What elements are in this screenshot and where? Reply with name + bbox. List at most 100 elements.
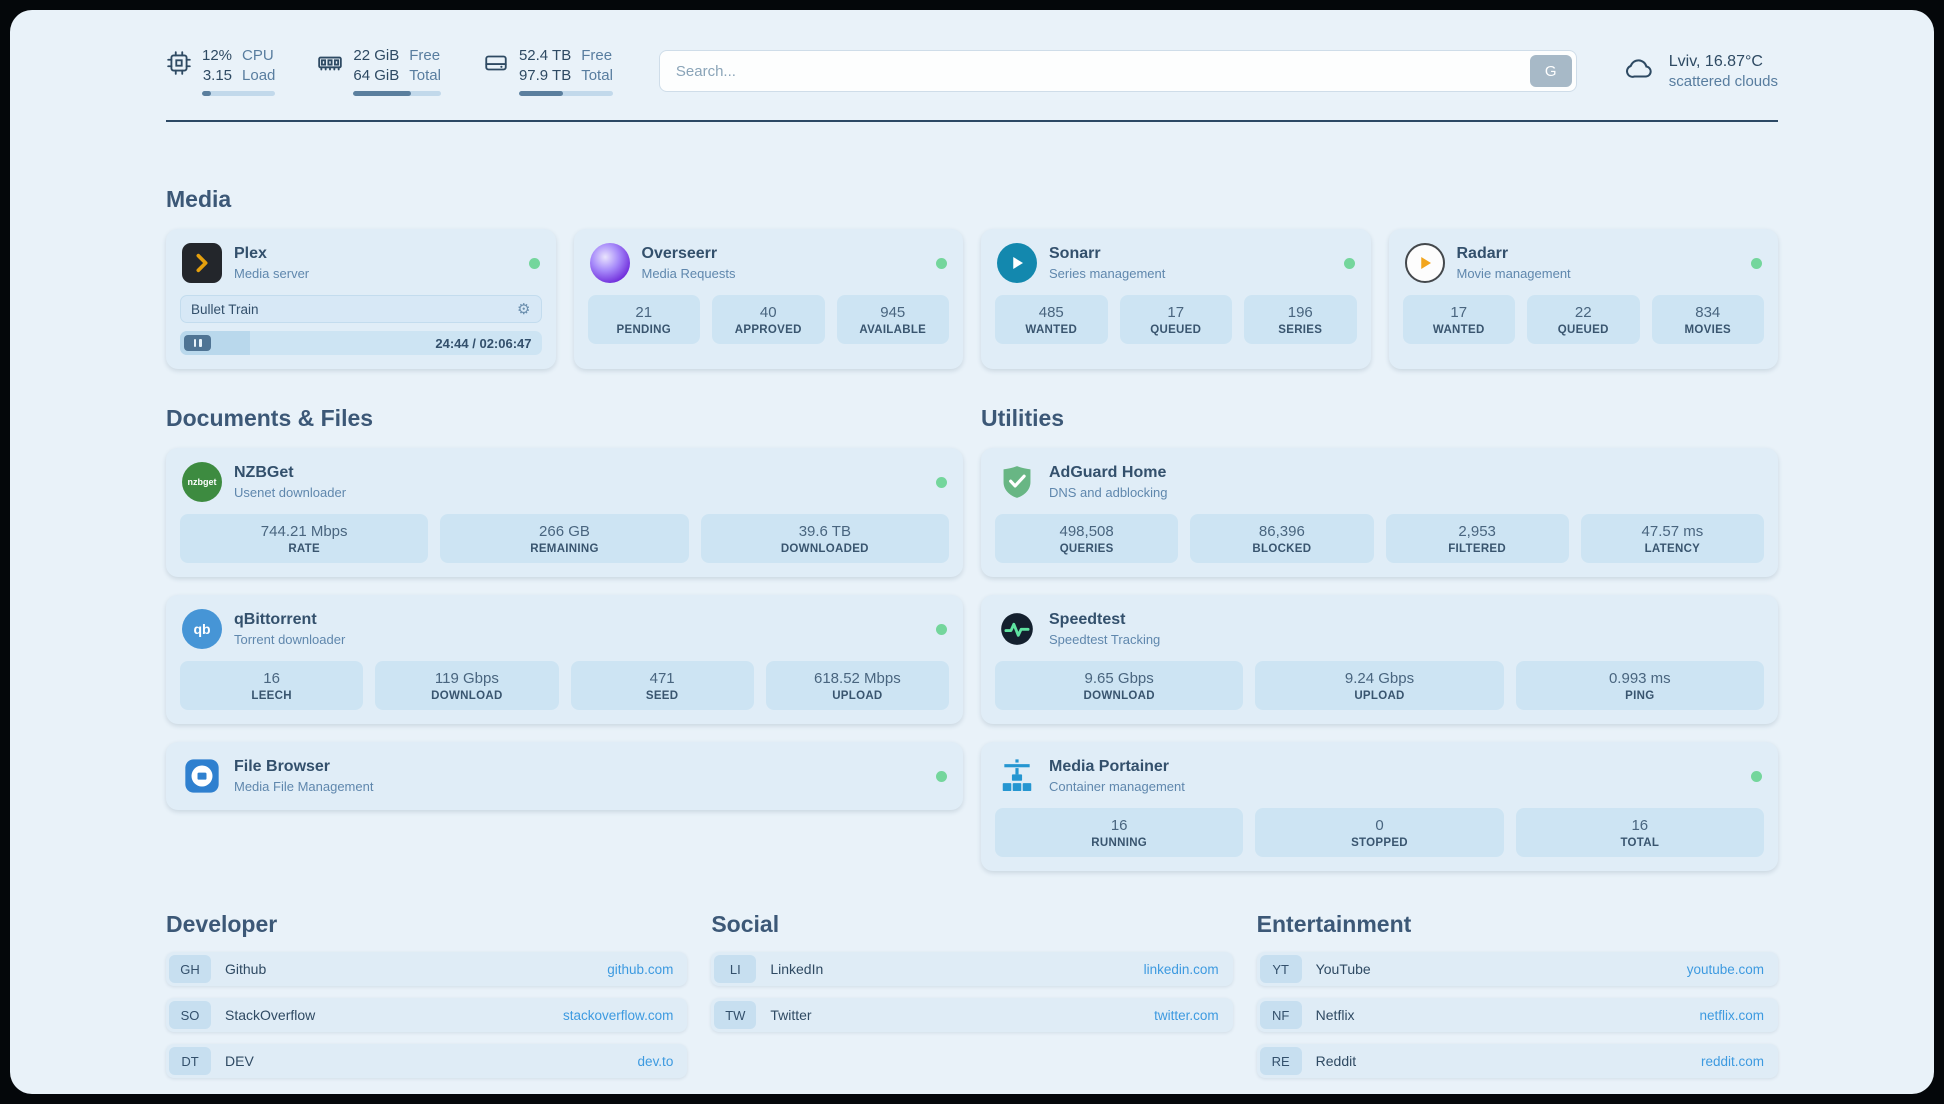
topbar-divider (166, 120, 1778, 122)
memory-free-value: 22 GiB (353, 47, 400, 64)
service-name: Speedtest (1049, 611, 1126, 628)
cpu-load-label: Load (242, 67, 276, 84)
bookmark-url: netflix.com (1699, 1007, 1764, 1023)
bookmark-linkedin[interactable]: LI LinkedIn linkedin.com (711, 952, 1233, 986)
memory-total-value: 64 GiB (353, 67, 400, 84)
bookmark-name: Reddit (1315, 1053, 1357, 1069)
stat-running: 16 RUNNING (995, 808, 1244, 857)
status-dot (1751, 770, 1762, 782)
disk-free-label: Free (581, 47, 613, 64)
bookmark-dev[interactable]: DT DEV dev.to (166, 1044, 688, 1078)
stat-download: 9.65 Gbps DOWNLOAD (995, 661, 1244, 710)
service-card-overseerr[interactable]: Overseerr Media Requests 21 PENDING 40 APP… (573, 229, 963, 369)
stat-stopped: 0 STOPPED (1255, 808, 1504, 857)
bookmark-name: LinkedIn (770, 961, 824, 977)
service-card-filebrowser[interactable]: File Browser Media File Management (166, 742, 963, 810)
search-provider-button[interactable]: G (1529, 55, 1572, 87)
service-card-adguard[interactable]: AdGuard Home DNS and adblocking 498,508 Q… (981, 448, 1778, 577)
bookmark-name: Twitter (770, 1007, 812, 1023)
disk-free-value: 52.4 TB (518, 47, 572, 64)
disk-progress-bar (518, 91, 613, 96)
memory-progress-fill (353, 91, 412, 96)
service-card-qbittorrent[interactable]: qb qBittorrent Torrent downloader 16 LEEC… (166, 595, 963, 724)
stat-pending: 21 PENDING (587, 295, 700, 344)
service-name: Sonarr (1049, 245, 1101, 262)
cpu-progress-fill (202, 91, 211, 96)
plex-now-playing: Bullet Train ⚙ 24:44 / 02:06:47 (180, 295, 542, 355)
search-input[interactable] (658, 50, 1577, 92)
plex-icon (182, 243, 222, 283)
status-dot (936, 623, 947, 635)
service-name: Plex (234, 245, 267, 262)
disk-total-label: Total (581, 67, 613, 84)
bookmark-twitter[interactable]: TW Twitter twitter.com (711, 998, 1233, 1032)
disk-total-value: 97.9 TB (518, 67, 572, 84)
status-dot (528, 257, 540, 269)
service-name: Overseerr (641, 245, 718, 262)
adguard-icon (997, 462, 1037, 502)
disk-progress-fill (518, 91, 564, 96)
bookmark-stackoverflow[interactable]: SO StackOverflow stackoverflow.com (166, 998, 688, 1032)
service-name: AdGuard Home (1049, 464, 1167, 481)
pause-button[interactable] (184, 335, 211, 351)
status-dot (936, 476, 947, 488)
section-title-entertainment: Entertainment (1256, 911, 1412, 937)
bookmark-url: reddit.com (1700, 1053, 1764, 1069)
status-dot (936, 770, 947, 782)
cpu-usage-value: 12% (202, 47, 233, 64)
radarr-icon (1404, 243, 1445, 283)
bookmark-url: stackoverflow.com (563, 1007, 674, 1023)
gear-icon[interactable]: ⚙ (517, 301, 531, 318)
service-subtitle: Media server (234, 266, 310, 281)
bookmark-reddit[interactable]: RE Reddit reddit.com (1256, 1044, 1778, 1078)
service-subtitle: DNS and adblocking (1049, 485, 1168, 500)
section-title-developer: Developer (166, 911, 278, 937)
service-subtitle: Container management (1049, 779, 1185, 794)
section-title-social: Social (711, 911, 780, 937)
bookmark-abbr: NF (1259, 1001, 1302, 1029)
bookmark-netflix[interactable]: NF Netflix netflix.com (1256, 998, 1778, 1032)
stat-download: 119 Gbps DOWNLOAD (375, 661, 559, 710)
bookmark-github[interactable]: GH Github github.com (166, 952, 688, 986)
service-card-portainer[interactable]: Media Portainer Container management 16 R… (981, 742, 1778, 871)
memory-free-label: Free (409, 47, 441, 64)
bookmark-abbr: TW (714, 1001, 757, 1029)
memory-widget: 22 GiB Free 64 GiB Total (317, 46, 441, 96)
weather-widget: Lviv, 16.87°C scattered clouds (1623, 53, 1778, 90)
section-entertainment: Entertainment YT YouTube youtube.com NF … (1256, 911, 1778, 1078)
service-card-speedtest[interactable]: Speedtest Speedtest Tracking 9.65 Gbps DO… (981, 595, 1778, 724)
stream-title: Bullet Train (191, 301, 259, 317)
stat-upload: 618.52 Mbps UPLOAD (765, 661, 949, 710)
memory-progress-bar (353, 91, 441, 96)
memory-icon (317, 50, 343, 81)
bookmark-name: Netflix (1315, 1007, 1355, 1023)
bookmark-youtube[interactable]: YT YouTube youtube.com (1256, 952, 1778, 986)
status-dot (936, 257, 947, 269)
stat-movies: 834 MOVIES (1651, 295, 1764, 344)
service-name: File Browser (234, 758, 331, 775)
filebrowser-icon (182, 756, 222, 796)
service-card-plex[interactable]: Plex Media server Bullet Train ⚙ (166, 229, 556, 369)
service-card-radarr[interactable]: Radarr Movie management 17 WANTED 22 QUEUE… (1388, 229, 1778, 369)
stat-remaining: 266 GB REMAINING (440, 514, 689, 563)
overseerr-icon (589, 243, 630, 283)
stat-leech: 16 LEECH (180, 661, 364, 710)
memory-total-label: Total (409, 67, 441, 84)
service-subtitle: Media File Management (234, 779, 374, 794)
section-title-documents: Documents & Files (166, 405, 374, 431)
sonarr-icon (997, 243, 1037, 283)
stream-progress-bar[interactable]: 24:44 / 02:06:47 (180, 331, 542, 355)
stat-wanted: 485 WANTED (995, 295, 1108, 344)
disk-widget: 52.4 TB Free 97.9 TB Total (483, 46, 613, 96)
service-name: Radarr (1456, 245, 1509, 262)
service-card-nzbget[interactable]: nzbget NZBGet Usenet downloader 744.21 M… (166, 448, 963, 577)
bookmark-name: YouTube (1315, 961, 1371, 977)
bookmark-url: youtube.com (1686, 961, 1764, 977)
bookmark-url: twitter.com (1154, 1007, 1219, 1023)
stat-ping: 0.993 ms PING (1515, 661, 1764, 710)
dashboard: 12% CPU 3.15 Load (10, 10, 1934, 1094)
service-card-sonarr[interactable]: Sonarr Series management 485 WANTED 17 QUE… (981, 229, 1371, 369)
bookmark-abbr: GH (169, 955, 211, 983)
service-subtitle: Series management (1049, 266, 1166, 281)
stat-blocked: 86,396 BLOCKED (1190, 514, 1374, 563)
